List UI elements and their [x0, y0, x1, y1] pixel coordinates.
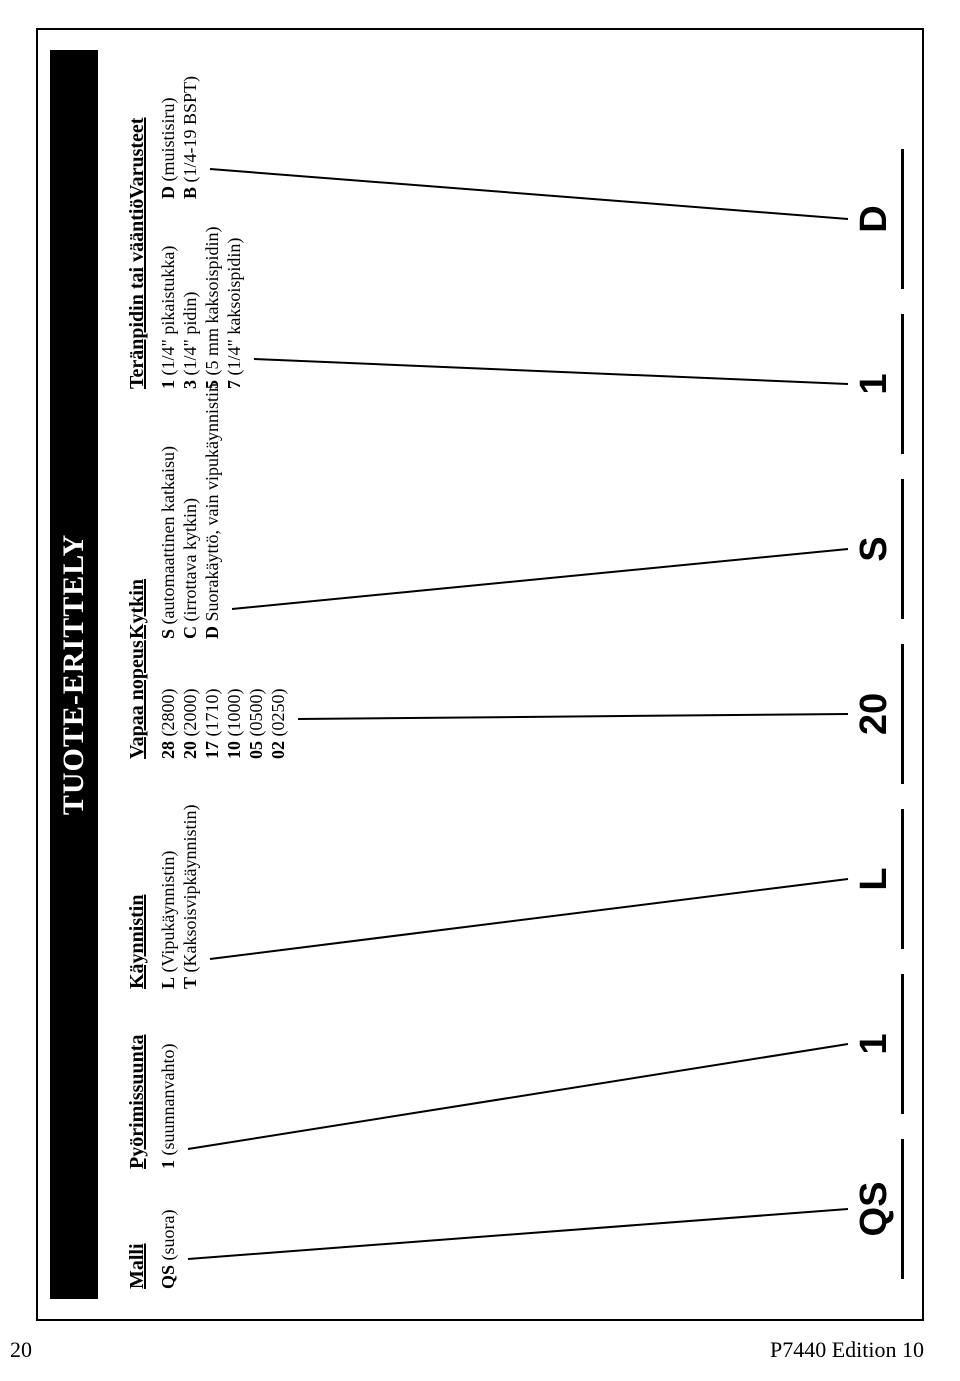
footer-page-number: 20: [10, 1337, 32, 1363]
code: 7: [224, 380, 244, 389]
column-teranpidin: Teränpidin tai vääntiö 1 (1/4" pikaistuk…: [126, 169, 245, 389]
label: (Vipukäynnistin): [158, 851, 178, 973]
option-varusteet-1: B (1/4-19 BSPT): [179, 39, 201, 199]
code: 3: [180, 380, 200, 389]
label: (suora): [158, 1210, 178, 1261]
connector-line: [210, 879, 848, 959]
codebox-7: D: [851, 149, 904, 289]
option-malli-0: QS (suora): [157, 1159, 179, 1289]
option-kytkin-2: D Suorakäyttö, vain vipukäynnistin: [201, 349, 223, 639]
options-varusteet: D (muistisiru) B (1/4-19 BSPT): [157, 39, 201, 199]
header-varusteet: Varusteet: [126, 39, 149, 199]
option-kytkin-1: C (irrottava kytkin): [179, 349, 201, 639]
code: 5: [202, 380, 222, 389]
options-malli: QS (suora): [157, 1159, 179, 1289]
code: 28: [158, 741, 178, 759]
connector-line: [232, 549, 848, 609]
option-teranpidin-0: 1 (1/4" pikaistukka): [157, 169, 179, 389]
label: (suunnanvahto): [158, 1044, 178, 1156]
label: (2000): [180, 689, 200, 737]
code: C: [180, 626, 200, 639]
codebox-6: 1: [851, 314, 904, 454]
code: 1: [158, 380, 178, 389]
label: Suorakäyttö, vain vipukäynnistin: [202, 383, 222, 621]
options-kaynnistin: L (Vipukäynnistin) T (Kaksoisvipkäynnist…: [157, 739, 201, 989]
connector-line: [298, 714, 848, 719]
code: 10: [224, 741, 244, 759]
code: 17: [202, 741, 222, 759]
option-vapaa-nopeus-1: 20 (2000): [179, 619, 201, 759]
label: (1/4" pikaistukka): [158, 246, 178, 376]
codebox-4: 20: [851, 644, 904, 784]
code: 1: [158, 1160, 178, 1169]
code: D: [158, 186, 178, 199]
codebox-1: QS: [851, 1139, 904, 1279]
codebox-3: L: [851, 809, 904, 949]
header-kaynnistin: Käynnistin: [126, 739, 149, 989]
label: (1/4" kaksoispidin): [224, 238, 244, 376]
label: (1000): [224, 689, 244, 737]
option-vapaa-nopeus-0: 28 (2800): [157, 619, 179, 759]
header-teranpidin: Teränpidin tai vääntiö: [126, 169, 149, 389]
label: (0250): [268, 689, 288, 737]
label: (Kaksoisvipkäynnistin): [180, 804, 200, 972]
option-vapaa-nopeus-3: 10 (1000): [223, 619, 245, 759]
code: QS: [158, 1265, 178, 1289]
options-vapaa-nopeus: 28 (2800) 20 (2000) 17 (1710) 10: [157, 619, 289, 759]
label: (automaattinen katkaisu): [158, 446, 178, 624]
column-malli: Malli QS (suora): [126, 1159, 179, 1289]
label: (0500): [246, 689, 266, 737]
rotated-content: TUOTE-ERITTELY Malli QS (suora) Pyörimis…: [38, 30, 922, 1319]
header-kytkin: Kytkin: [126, 349, 149, 639]
option-kaynnistin-0: L (Vipukäynnistin): [157, 739, 179, 989]
connector-line: [188, 1044, 848, 1149]
column-kytkin: Kytkin S (automaattinen katkaisu) C (irr…: [126, 349, 223, 639]
option-varusteet-0: D (muistisiru): [157, 39, 179, 199]
codebox-5: S: [851, 479, 904, 619]
label: (1710): [202, 689, 222, 737]
option-kaynnistin-1: T (Kaksoisvipkäynnistin): [179, 739, 201, 989]
column-kaynnistin: Käynnistin L (Vipukäynnistin) T (Kaksois…: [126, 739, 201, 989]
label: (1/4-19 BSPT): [180, 76, 200, 183]
code: D: [202, 626, 222, 639]
codebox-2: 1: [851, 974, 904, 1114]
code: S: [158, 629, 178, 639]
column-pyorimissuunta: Pyörimissuunta 1 (suunnanvahto): [126, 989, 179, 1169]
label: (2800): [158, 689, 178, 737]
column-varusteet: Varusteet D (muistisiru) B (1/4-19 BSPT): [126, 39, 201, 199]
option-vapaa-nopeus-4: 05 (0500): [245, 619, 267, 759]
label: (1/4" pidin): [180, 292, 200, 376]
option-teranpidin-1: 3 (1/4" pidin): [179, 169, 201, 389]
options-pyorimissuunta: 1 (suunnanvahto): [157, 989, 179, 1169]
footer-edition: P7440 Edition 10: [770, 1337, 924, 1363]
option-teranpidin-3: 7 (1/4" kaksoispidin): [223, 169, 245, 389]
column-vapaa-nopeus: Vapaa nopeus 28 (2800) 20 (2000) 17 (171: [126, 619, 289, 759]
code: L: [158, 977, 178, 989]
content-frame: TUOTE-ERITTELY Malli QS (suora) Pyörimis…: [36, 28, 924, 1321]
option-pyorimissuunta-0: 1 (suunnanvahto): [157, 989, 179, 1169]
code: 20: [180, 741, 200, 759]
title-bar: TUOTE-ERITTELY: [50, 50, 98, 1299]
page: TUOTE-ERITTELY Malli QS (suora) Pyörimis…: [0, 0, 960, 1381]
label: (muistisiru): [158, 98, 178, 182]
connector-line: [254, 359, 848, 384]
code: 02: [268, 741, 288, 759]
label: (irrottava kytkin): [180, 498, 200, 621]
code: T: [180, 977, 200, 989]
code: B: [180, 187, 200, 199]
option-vapaa-nopeus-5: 02 (0250): [267, 619, 289, 759]
options-kytkin: S (automaattinen katkaisu) C (irrottava …: [157, 349, 223, 639]
option-vapaa-nopeus-2: 17 (1710): [201, 619, 223, 759]
option-kytkin-0: S (automaattinen katkaisu): [157, 349, 179, 639]
options-teranpidin: 1 (1/4" pikaistukka) 3 (1/4" pidin) 5 (5…: [157, 169, 245, 389]
code: 05: [246, 741, 266, 759]
label: (5 mm kaksoispidin): [202, 227, 222, 376]
option-teranpidin-2: 5 (5 mm kaksoispidin): [201, 169, 223, 389]
connector-line: [188, 1209, 848, 1259]
header-malli: Malli: [126, 1159, 149, 1289]
rotation-wrapper: TUOTE-ERITTELY Malli QS (suora) Pyörimis…: [38, 30, 922, 1319]
header-vapaa-nopeus: Vapaa nopeus: [126, 619, 149, 759]
header-pyorimissuunta: Pyörimissuunta: [126, 989, 149, 1169]
connector-line: [210, 169, 848, 219]
